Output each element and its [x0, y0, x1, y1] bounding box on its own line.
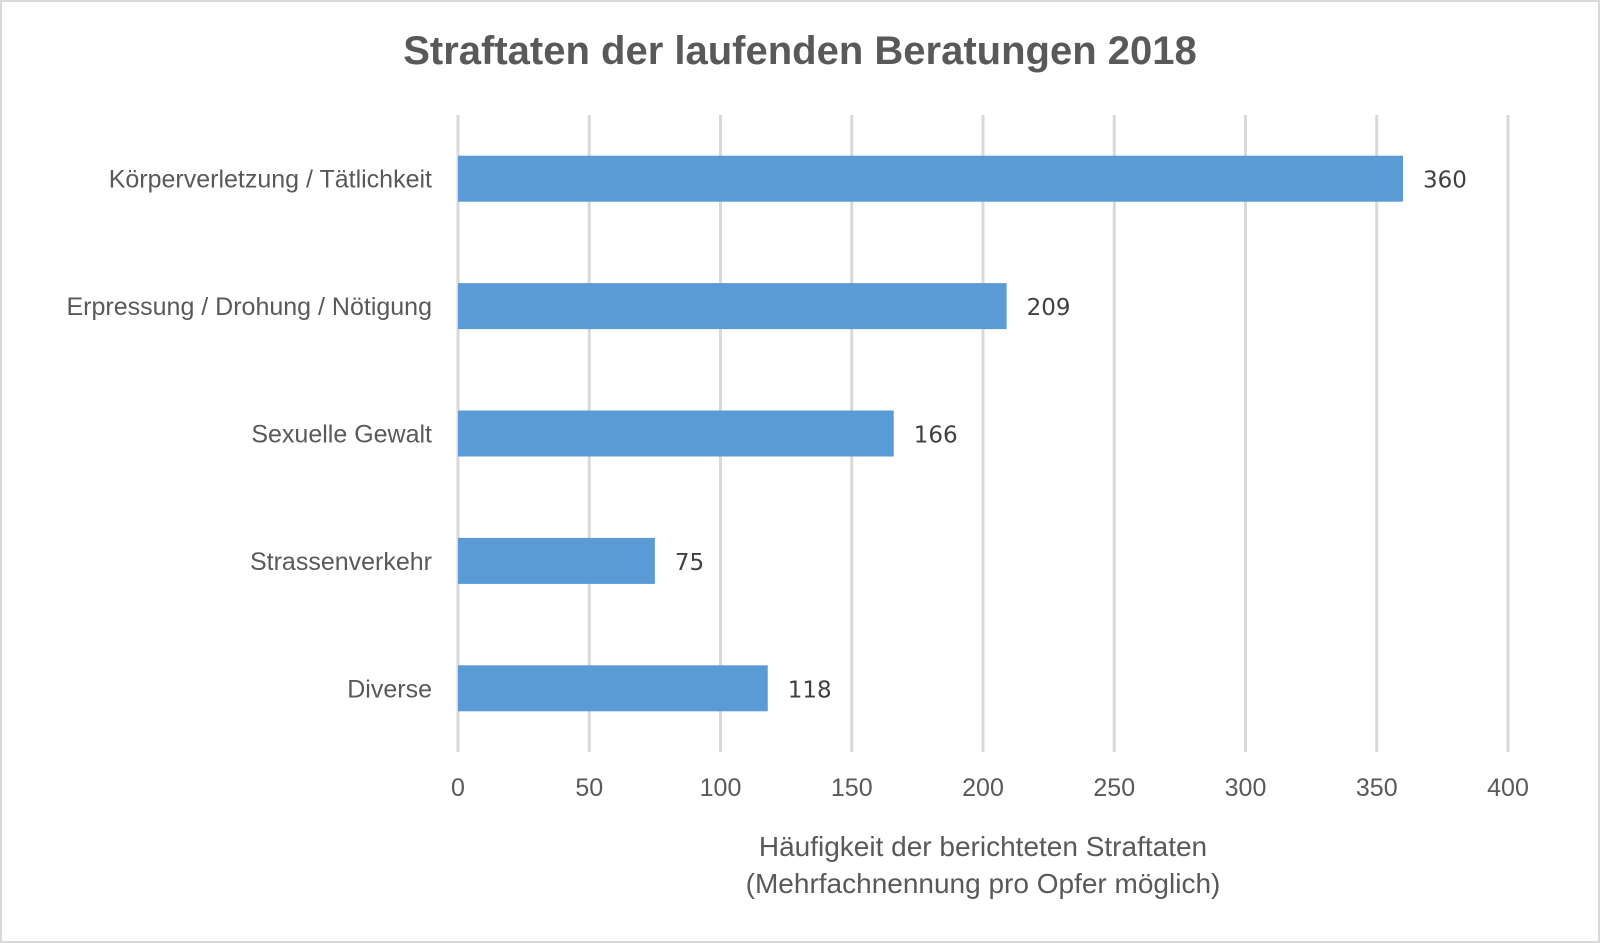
bar: [458, 665, 768, 712]
x-tick-label: 50: [575, 774, 603, 802]
x-tick-label: 400: [1487, 774, 1529, 802]
data-labels: 360 209 166 75 118: [675, 168, 1467, 704]
data-label: 118: [788, 677, 832, 703]
category-label: Strassenverkehr: [250, 548, 432, 576]
category-labels: Körperverletzung / Tätlichkeit Erpressung…: [67, 166, 433, 704]
x-tick-labels: 0 50 100 150 200 250 300 350 400: [451, 774, 1529, 802]
data-label: 75: [675, 550, 704, 576]
gridlines: [456, 115, 1510, 752]
x-axis-label-line-2: (Mehrfachnennung pro Opfer möglich): [746, 868, 1221, 899]
x-tick-label: 350: [1356, 774, 1398, 802]
bar: [458, 537, 655, 584]
data-label: 209: [1027, 295, 1071, 321]
x-tick-label: 250: [1093, 774, 1135, 802]
category-label: Erpressung / Drohung / Nötigung: [67, 293, 433, 321]
bars: [458, 155, 1403, 712]
x-tick-label: 150: [831, 774, 873, 802]
x-tick-label: 0: [451, 774, 465, 802]
category-label: Sexuelle Gewalt: [251, 421, 432, 449]
bar: [458, 410, 894, 457]
bar: [458, 283, 1007, 330]
category-label: Diverse: [347, 675, 432, 703]
x-tick-label: 300: [1225, 774, 1267, 802]
x-tick-label: 100: [700, 774, 742, 802]
x-tick-label: 200: [962, 774, 1004, 802]
x-axis-label-line-1: Häufigkeit der berichteten Straftaten: [759, 831, 1207, 862]
category-label: Körperverletzung / Tätlichkeit: [109, 166, 432, 194]
data-label: 360: [1423, 168, 1467, 194]
chart-title: Straftaten der laufenden Beratungen 2018: [403, 29, 1197, 73]
data-label: 166: [914, 423, 958, 449]
bar: [458, 155, 1403, 202]
